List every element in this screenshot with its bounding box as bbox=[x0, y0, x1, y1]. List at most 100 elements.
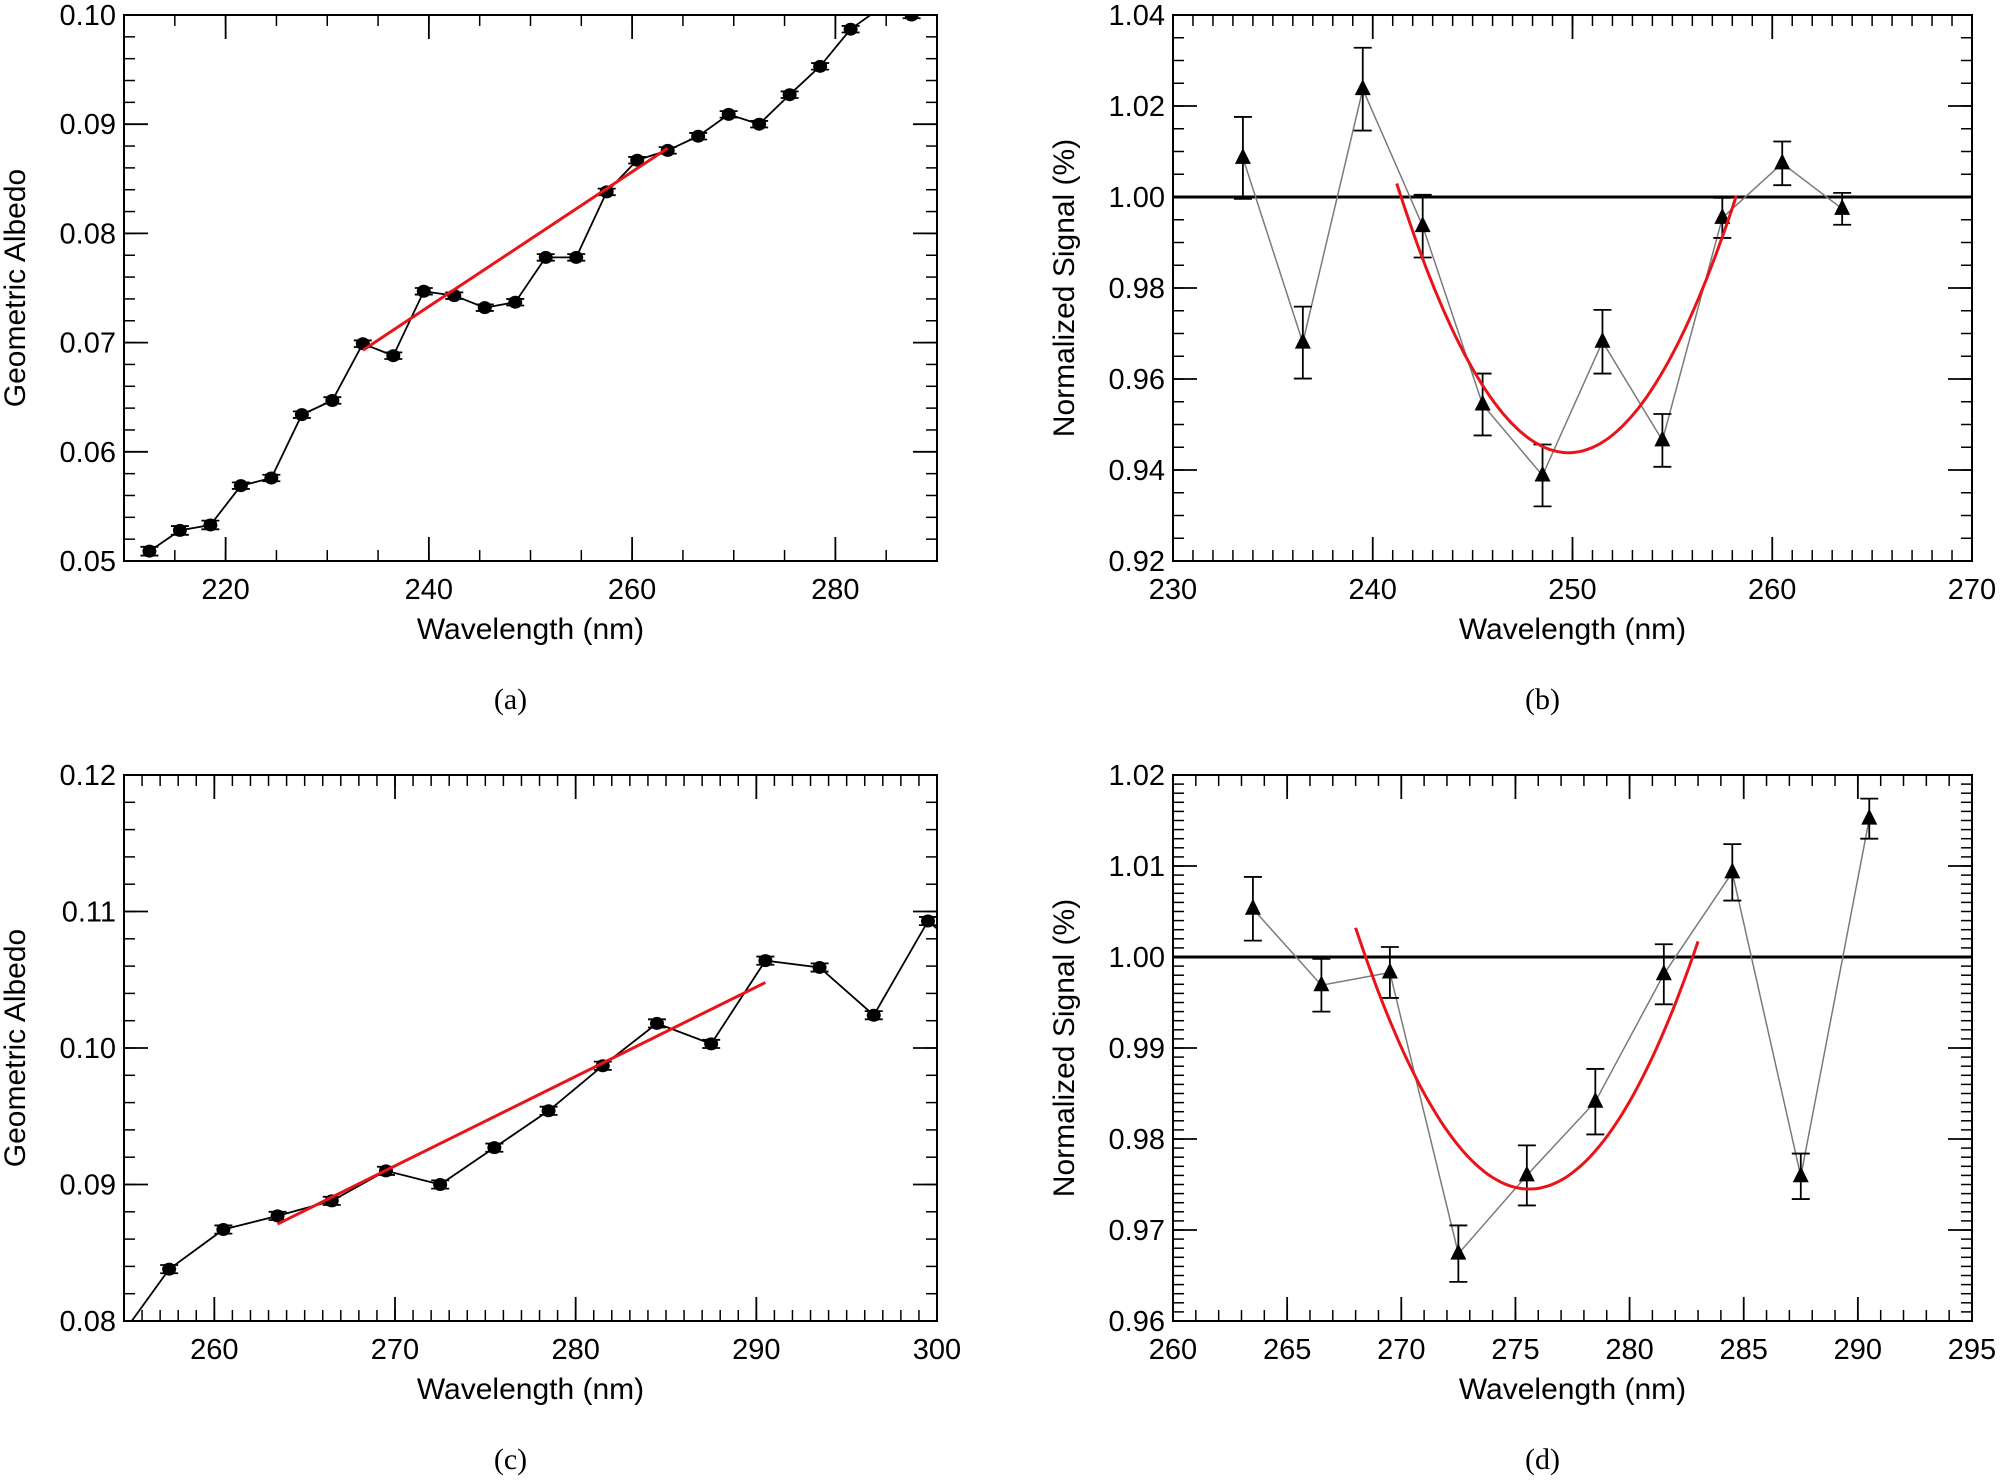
panel-caption: (c) bbox=[494, 1443, 527, 1476]
x-tick-label: 280 bbox=[811, 574, 859, 606]
data-point bbox=[1724, 862, 1741, 879]
data-point bbox=[1655, 964, 1672, 981]
x-tick-label: 240 bbox=[1349, 574, 1397, 606]
plot-frame bbox=[1172, 774, 1973, 1322]
y-tick-label: 1.00 bbox=[1109, 942, 1165, 974]
data-point bbox=[1654, 430, 1671, 447]
data-point bbox=[162, 1262, 177, 1276]
x-tick-label: 230 bbox=[1149, 574, 1197, 606]
series-line bbox=[1242, 86, 1843, 477]
data-point bbox=[660, 143, 675, 157]
data-point bbox=[630, 153, 645, 167]
data-point bbox=[508, 295, 523, 309]
data-point bbox=[433, 1178, 448, 1191]
panel-caption: (b) bbox=[1525, 683, 1560, 716]
data-point bbox=[216, 1223, 231, 1237]
x-axis-label: Wavelength (nm) bbox=[1459, 1373, 1686, 1406]
data-point bbox=[416, 284, 431, 298]
data-point bbox=[866, 1008, 881, 1022]
data-point bbox=[108, 1338, 122, 1351]
data-point bbox=[1450, 1243, 1467, 1260]
data-point bbox=[1587, 1091, 1604, 1108]
data-point bbox=[782, 88, 797, 102]
y-tick-label: 0.05 bbox=[60, 546, 116, 578]
panel-c: 260 270 280 290 300 0.08 0.09 0.10 0.11 0.12 Wavel… bbox=[0, 760, 989, 1476]
data-point bbox=[1834, 198, 1851, 215]
data-point bbox=[813, 59, 828, 73]
y-tick-label: 0.11 bbox=[62, 897, 116, 929]
y-tick-label: 0.09 bbox=[60, 109, 116, 141]
data-point bbox=[975, 960, 989, 973]
series-line bbox=[1252, 818, 1871, 1256]
plot-frame bbox=[123, 14, 938, 562]
y-tick-label: 0.08 bbox=[60, 1306, 116, 1338]
y-tick-label: 0.10 bbox=[60, 1033, 116, 1065]
y-tick-label: 0.98 bbox=[1109, 1124, 1165, 1156]
x-tick-label: 285 bbox=[1720, 1334, 1768, 1366]
panel-d: 260 265 270 275 280 285 290 295 0.96 0.97 0.98 0.99… bbox=[1048, 760, 1996, 1476]
x-tick-label: 270 bbox=[1377, 1334, 1425, 1366]
data-point bbox=[386, 349, 401, 363]
x-tick-label: 260 bbox=[1748, 574, 1796, 606]
data-point bbox=[752, 117, 767, 131]
plot-area bbox=[140, 1, 921, 558]
x-tick-label: 270 bbox=[371, 1334, 419, 1366]
data-point bbox=[920, 914, 935, 928]
y-tick-label: 1.02 bbox=[1109, 91, 1165, 123]
data-point bbox=[294, 408, 309, 422]
data-point bbox=[812, 960, 827, 974]
x-tick-label: 265 bbox=[1263, 1334, 1311, 1366]
data-point bbox=[904, 15, 919, 22]
data-point bbox=[1861, 808, 1878, 825]
data-point bbox=[325, 393, 340, 407]
x-axis-label: Wavelength (nm) bbox=[417, 1373, 644, 1406]
x-tick-label: 260 bbox=[1149, 1334, 1197, 1366]
data-point bbox=[1313, 975, 1330, 992]
y-tick-label: 0.92 bbox=[1109, 546, 1165, 578]
x-tick-label: 280 bbox=[551, 1334, 599, 1366]
data-point bbox=[1234, 147, 1251, 164]
plot-area bbox=[1173, 46, 1972, 508]
y-tick-label: 1.01 bbox=[1109, 851, 1165, 883]
y-tick-label: 0.96 bbox=[1109, 364, 1165, 396]
data-point bbox=[758, 954, 773, 968]
panel-caption: (d) bbox=[1525, 1443, 1560, 1476]
x-tick-label: 260 bbox=[608, 574, 656, 606]
data-point bbox=[1381, 962, 1398, 979]
data-point bbox=[649, 1016, 664, 1030]
data-point bbox=[721, 107, 736, 121]
y-axis-label: Normalized Signal (%) bbox=[1048, 899, 1081, 1197]
data-point bbox=[203, 518, 218, 532]
data-point bbox=[264, 471, 279, 485]
linear-fit-line bbox=[276, 981, 767, 1226]
data-point bbox=[541, 1104, 556, 1118]
y-tick-label: 0.08 bbox=[60, 218, 116, 250]
x-tick-label: 260 bbox=[190, 1334, 238, 1366]
y-tick-label: 0.94 bbox=[1109, 455, 1165, 487]
series-line bbox=[130, 919, 937, 1321]
data-point bbox=[569, 250, 584, 264]
data-point bbox=[1792, 1166, 1809, 1183]
y-tick-label: 1.02 bbox=[1109, 760, 1165, 792]
data-point bbox=[172, 523, 187, 537]
y-tick-label: 0.06 bbox=[60, 437, 116, 469]
y-tick-label: 1.00 bbox=[1109, 182, 1165, 214]
data-point bbox=[599, 185, 614, 199]
data-point bbox=[1474, 394, 1491, 411]
y-tick-label: 0.09 bbox=[60, 1170, 116, 1202]
data-point bbox=[704, 1037, 719, 1051]
data-point bbox=[1294, 332, 1311, 349]
quadratic-fit-curve bbox=[1354, 927, 1700, 1191]
x-tick-label: 295 bbox=[1948, 1334, 1996, 1366]
x-tick-label: 290 bbox=[1834, 1334, 1882, 1366]
data-point bbox=[874, 1, 888, 14]
data-point bbox=[538, 250, 553, 264]
x-axis-label: Wavelength (nm) bbox=[1459, 613, 1686, 646]
plot-frame bbox=[1172, 14, 1973, 562]
y-tick-label: 0.10 bbox=[60, 0, 116, 32]
y-axis-label: Geometric Albedo bbox=[0, 929, 32, 1167]
y-axis-label: Geometric Albedo bbox=[0, 169, 32, 407]
y-tick-label: 0.99 bbox=[1109, 1033, 1165, 1065]
y-tick-label: 1.04 bbox=[1109, 0, 1165, 32]
y-tick-label: 0.07 bbox=[60, 328, 116, 360]
